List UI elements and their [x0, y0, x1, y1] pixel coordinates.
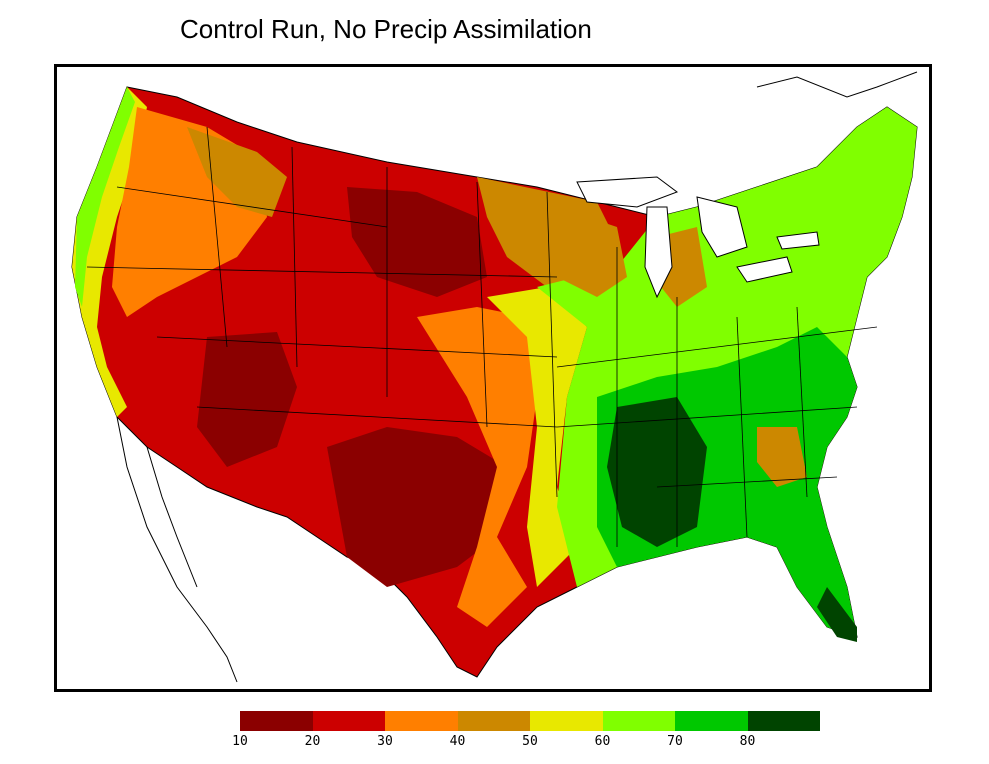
west-coast-band	[72, 87, 147, 417]
legend-tick-label: 70	[667, 734, 683, 749]
state-borders	[86, 126, 878, 547]
color-legend	[240, 711, 820, 731]
lake-michigan	[644, 206, 673, 299]
central-orange	[417, 307, 537, 627]
southeast-darkgreen	[607, 397, 707, 547]
legend-tick-label: 20	[304, 734, 321, 749]
legend-tick-label: 40	[449, 734, 466, 749]
west-coast-green	[75, 87, 135, 307]
lake-huron	[696, 196, 748, 258]
georgia-tan	[757, 427, 807, 487]
canada-coast	[756, 71, 918, 98]
map-frame	[54, 64, 932, 692]
legend-swatch	[602, 711, 675, 731]
legend-tick-label: 60	[594, 734, 611, 749]
legend-tick-label: 30	[377, 734, 393, 749]
legend-swatch	[385, 711, 458, 731]
legend-swatch	[312, 711, 385, 731]
northwest-tan	[187, 127, 287, 217]
mexico-coast	[116, 416, 238, 683]
legend-swatch	[240, 711, 313, 731]
legend-ticks: 10 20 30 40 50 60 70 80	[0, 734, 989, 754]
lake-erie	[736, 256, 793, 283]
legend-tick-label: 80	[739, 734, 756, 749]
florida-darkgreen	[817, 587, 857, 642]
map-svg	[71, 71, 918, 683]
map-title: Control Run, No Precip Assimilation	[180, 14, 592, 44]
lake-ontario	[776, 231, 820, 250]
core-darkred-north	[347, 187, 487, 297]
core-darkred-sw	[197, 332, 297, 467]
legend-tick-label: 50	[522, 734, 538, 749]
core-darkred-tx	[327, 427, 507, 587]
legend-swatch	[530, 711, 603, 731]
legend-swatch	[747, 711, 820, 731]
legend-swatch	[675, 711, 748, 731]
legend-tick-label: 10	[232, 734, 248, 749]
legend-swatch	[457, 711, 530, 731]
baja-coast	[146, 446, 198, 588]
great-lakes-tan	[557, 207, 627, 297]
lake-superior	[576, 176, 679, 208]
